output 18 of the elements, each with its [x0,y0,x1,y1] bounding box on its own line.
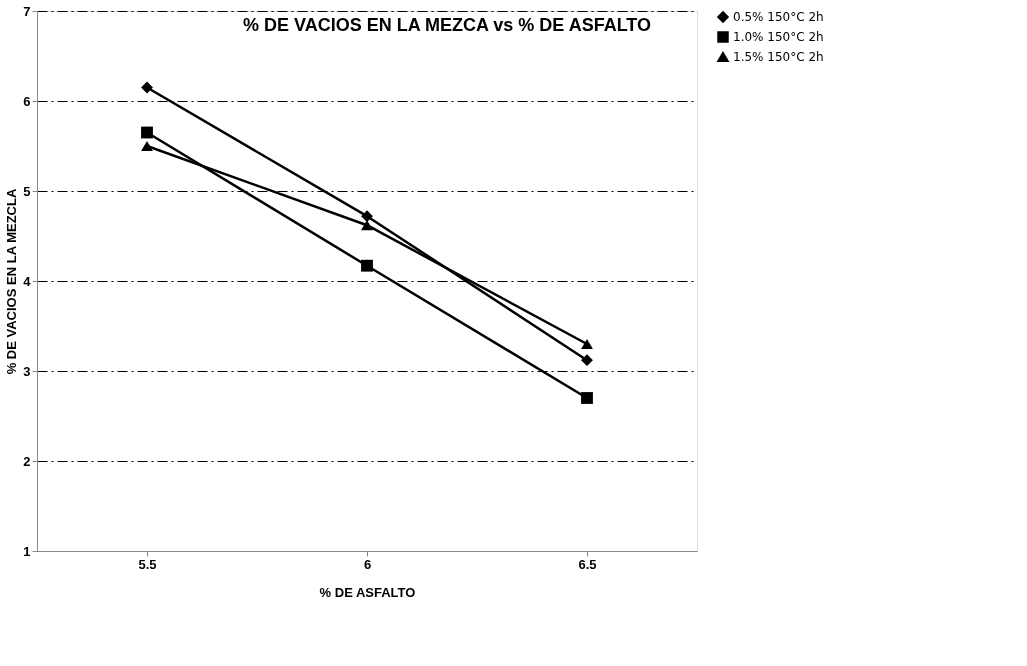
legend-label: 1.0% 150°C 2h [733,30,824,44]
x-tick-label: 5.5 [138,556,157,572]
x-tick-label: 6 [363,556,372,572]
x-axis-title: % DE ASFALTO [319,584,416,600]
y-tick-label: 5 [23,183,31,199]
x-tick-label: 6.5 [578,556,597,572]
y-tick-label: 4 [23,273,32,289]
legend-label: 0.5% 150°C 2h [733,10,824,24]
point [361,210,373,223]
y-axis-title: % DE VACIOS EN LA MEZCLA [4,188,20,375]
chart-title: % DE VACIOS EN LA MEZCA vs % DE ASFALTO [242,15,652,35]
point [581,354,593,367]
y-tick-label: 3 [23,363,31,379]
y-tick-label: 1 [23,543,31,559]
y-tick-label: 7 [23,3,31,19]
y-tick-label: 2 [23,453,31,469]
y-tick-label: 6 [23,93,31,109]
legend-label: 1.5% 150°C 2h [733,50,824,64]
